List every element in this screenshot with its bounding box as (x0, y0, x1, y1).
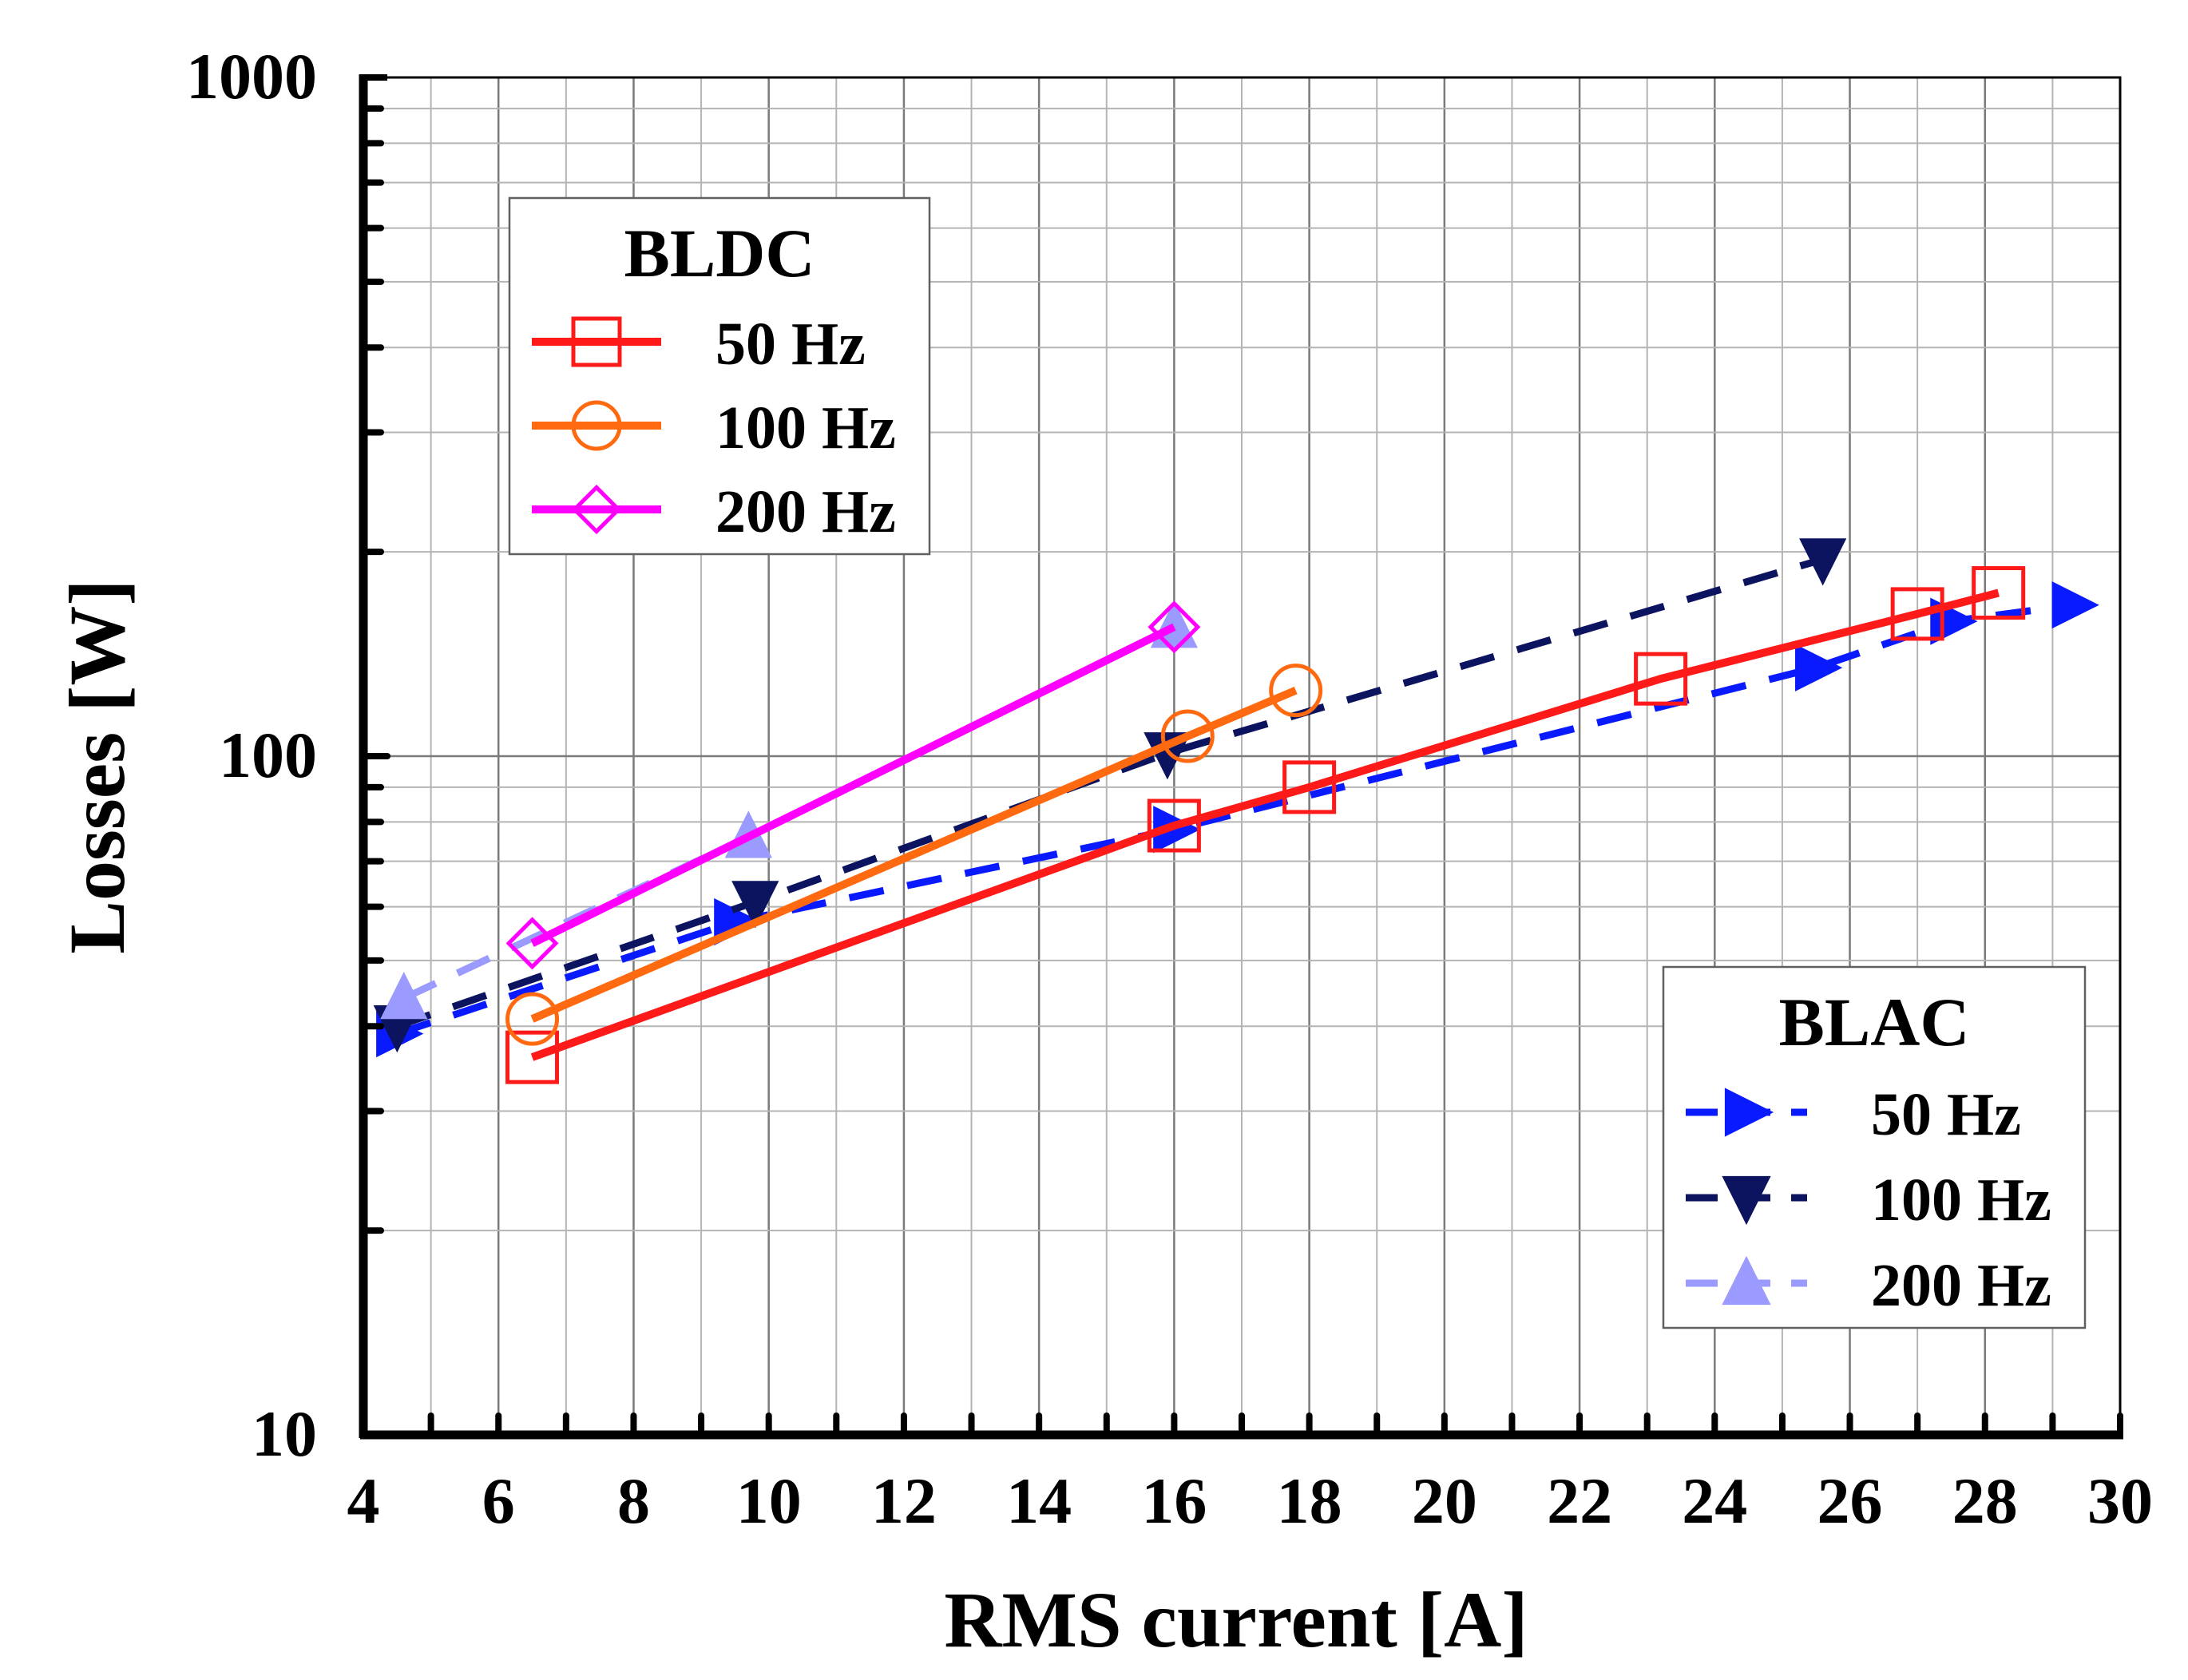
series-bldc-200hz (505, 600, 1201, 970)
marker-square (1972, 566, 2026, 620)
x-tick-label: 24 (1682, 1464, 1747, 1537)
legend-title: BLAC (1779, 984, 1970, 1060)
x-tick-label: 14 (1006, 1464, 1072, 1537)
y-axis-label: Losses [W] (53, 579, 141, 953)
marker-square (571, 316, 622, 367)
series-line (395, 556, 1824, 1030)
marker-square (505, 1030, 560, 1084)
tick-labels: 4 6 8 10 12 14 16 18 20 22 24 26 28 30 10 100 1000 (186, 40, 2153, 1537)
legend-box (1662, 965, 2087, 1329)
marker-circle (505, 992, 560, 1046)
legend-label: 200 Hz (1871, 1252, 2051, 1319)
series-line (530, 588, 2000, 1061)
x-tick-label: 10 (736, 1464, 802, 1537)
y-tick-label: 100 (219, 719, 317, 791)
x-tick-label: 18 (1277, 1464, 1342, 1537)
marker-triangle-down (1722, 1175, 1771, 1226)
x-tick-label: 6 (482, 1464, 515, 1537)
marker-triangle-up (1722, 1255, 1771, 1306)
x-tick-label: 28 (1952, 1464, 2018, 1537)
marker-square (1147, 798, 1201, 853)
x-axis-label: RMS current [A] (944, 1575, 1528, 1664)
legend-blac: BLAC 50 Hz 100 Hz 200 Hz (1662, 965, 2087, 1329)
y-tick-label: 10 (252, 1397, 317, 1470)
x-tick-label: 30 (2087, 1464, 2153, 1537)
series-blac-200hz (380, 600, 1199, 1020)
marker-diamond (571, 484, 622, 535)
x-tick-label: 16 (1141, 1464, 1207, 1537)
series-blac-100hz (373, 538, 1847, 1053)
legend-box (508, 196, 931, 556)
x-tick-label: 4 (347, 1464, 380, 1537)
series-layer (373, 538, 2099, 1084)
marker-triangle-right (1795, 644, 1843, 691)
marker-triangle-down (731, 881, 779, 929)
x-tick-label: 26 (1817, 1464, 1883, 1537)
legend-label: 100 Hz (715, 394, 896, 462)
legends: BLDC 50 Hz 100 Hz 200 Hz BLAC 50 Hz 100 Hz 200 … (508, 196, 2087, 1329)
legend-label: 100 Hz (1871, 1167, 2051, 1234)
x-tick-label: 12 (871, 1464, 937, 1537)
legend-label: 50 Hz (1871, 1081, 2021, 1148)
marker-diamond (1148, 600, 1201, 654)
series-line (530, 686, 1298, 1023)
series-bldc-100hz (505, 664, 1323, 1046)
legend-title: BLDC (624, 215, 815, 291)
marker-square (1890, 587, 1944, 641)
marker-square (1634, 652, 1688, 706)
series-line (530, 623, 1176, 947)
legend-label: 50 Hz (715, 311, 866, 378)
marker-circle (1160, 709, 1215, 763)
marker-diamond (505, 917, 559, 970)
x-tick-label: 8 (617, 1464, 650, 1537)
marker-triangle-up (1150, 600, 1199, 648)
x-tick-label: 20 (1412, 1464, 1477, 1537)
marker-triangle-right (2051, 581, 2099, 629)
marker-circle (571, 400, 622, 451)
series-bldc-50hz (505, 566, 2026, 1084)
marker-triangle-right (1724, 1088, 1774, 1137)
legend-bldc: BLDC 50 Hz 100 Hz 200 Hz (508, 196, 931, 556)
x-tick-label: 22 (1547, 1464, 1612, 1537)
marker-circle (1269, 664, 1323, 718)
legend-label: 200 Hz (715, 478, 896, 545)
marker-square (1282, 760, 1337, 814)
y-tick-label: 1000 (186, 40, 317, 113)
marker-triangle-up (380, 972, 428, 1020)
marker-triangle-down (1799, 538, 1847, 586)
axes (359, 74, 2123, 1440)
